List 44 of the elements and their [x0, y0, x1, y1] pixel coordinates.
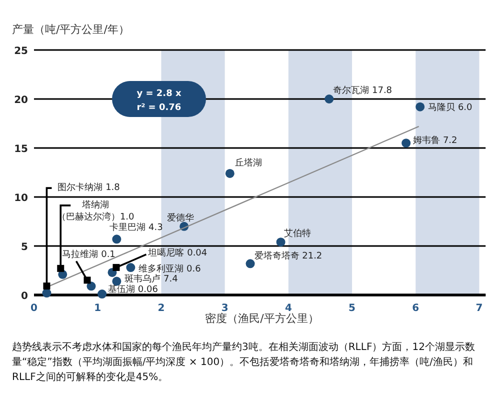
point — [86, 282, 96, 291]
x-tick-label: 2 — [158, 303, 165, 314]
annotation: y = 2.8 x r² = 0.76 — [136, 89, 182, 113]
annotation: 马拉维湖 0.1 — [62, 249, 116, 260]
annotation: 姆韦鲁 7.2 — [413, 135, 458, 146]
y-tick-label: 5 — [21, 242, 28, 253]
y-tick-label: 0 — [21, 291, 28, 302]
y-tick-label: 25 — [14, 46, 28, 57]
annotation: 斑韦乌卢 7.4 — [124, 273, 178, 284]
annotation: 维多利亚湖 0.6 — [138, 264, 202, 275]
x-tick-label: 0 — [30, 303, 38, 314]
annotation: 艾伯特 — [284, 228, 311, 240]
annotation: 丘塔湖 — [234, 157, 262, 168]
annotation: 卡里巴湖 4.3 — [110, 222, 163, 234]
point — [324, 94, 334, 104]
x-tick-label: 3 — [221, 303, 228, 314]
annotation: 马隆贝 6.0 — [428, 102, 473, 113]
annotation: 坦噶尼喀 0.04 — [147, 247, 208, 258]
x-tick-label: 7 — [476, 303, 483, 314]
point — [402, 138, 411, 148]
x-axis-title: 密度（渔民/平方公里） — [205, 312, 319, 325]
annotation: 塔纳湖（巴赫达尔湾）1.0 — [56, 199, 135, 222]
point — [416, 102, 425, 112]
point — [112, 234, 122, 244]
annotation: 爱塔奇塔奇 21.2 — [254, 250, 322, 262]
annotation: 爱德华 — [167, 212, 194, 224]
point — [276, 238, 286, 247]
y-tick-label: 15 — [14, 144, 28, 155]
point — [98, 290, 107, 299]
y-tick-label: 20 — [14, 95, 28, 106]
annotation: 基伍湖 0.06 — [108, 284, 158, 296]
y-tick-label: 10 — [14, 193, 28, 204]
x-tick-label: 4 — [284, 303, 292, 314]
x-tick-label: 5 — [348, 303, 356, 314]
point — [42, 288, 52, 298]
annotation: 奇尔瓦湖 17.8 — [333, 85, 392, 96]
y-axis-title: 产量（吨/平方公里/年） — [12, 23, 130, 36]
x-tick-label: 6 — [412, 303, 420, 314]
point — [126, 263, 136, 272]
text: 趋势线表示不考虑水体和国家的每个渔民年均产量约3吨。在相关湖面波动（RLLF）方面，12个湖显示数量“稳定”指数（平均湖面振幅/平均深度 × 100）。不包括爱塔奇塔奇和塔纳湖，年捕捞率（吨/渔民）和RLLF之间的可解释的变化是45%。 — [12, 340, 476, 385]
annotation: 图尔卡纳湖 1.8 — [58, 182, 120, 194]
point — [225, 168, 234, 178]
x-tick-label: 1 — [94, 303, 102, 314]
point — [246, 259, 255, 268]
